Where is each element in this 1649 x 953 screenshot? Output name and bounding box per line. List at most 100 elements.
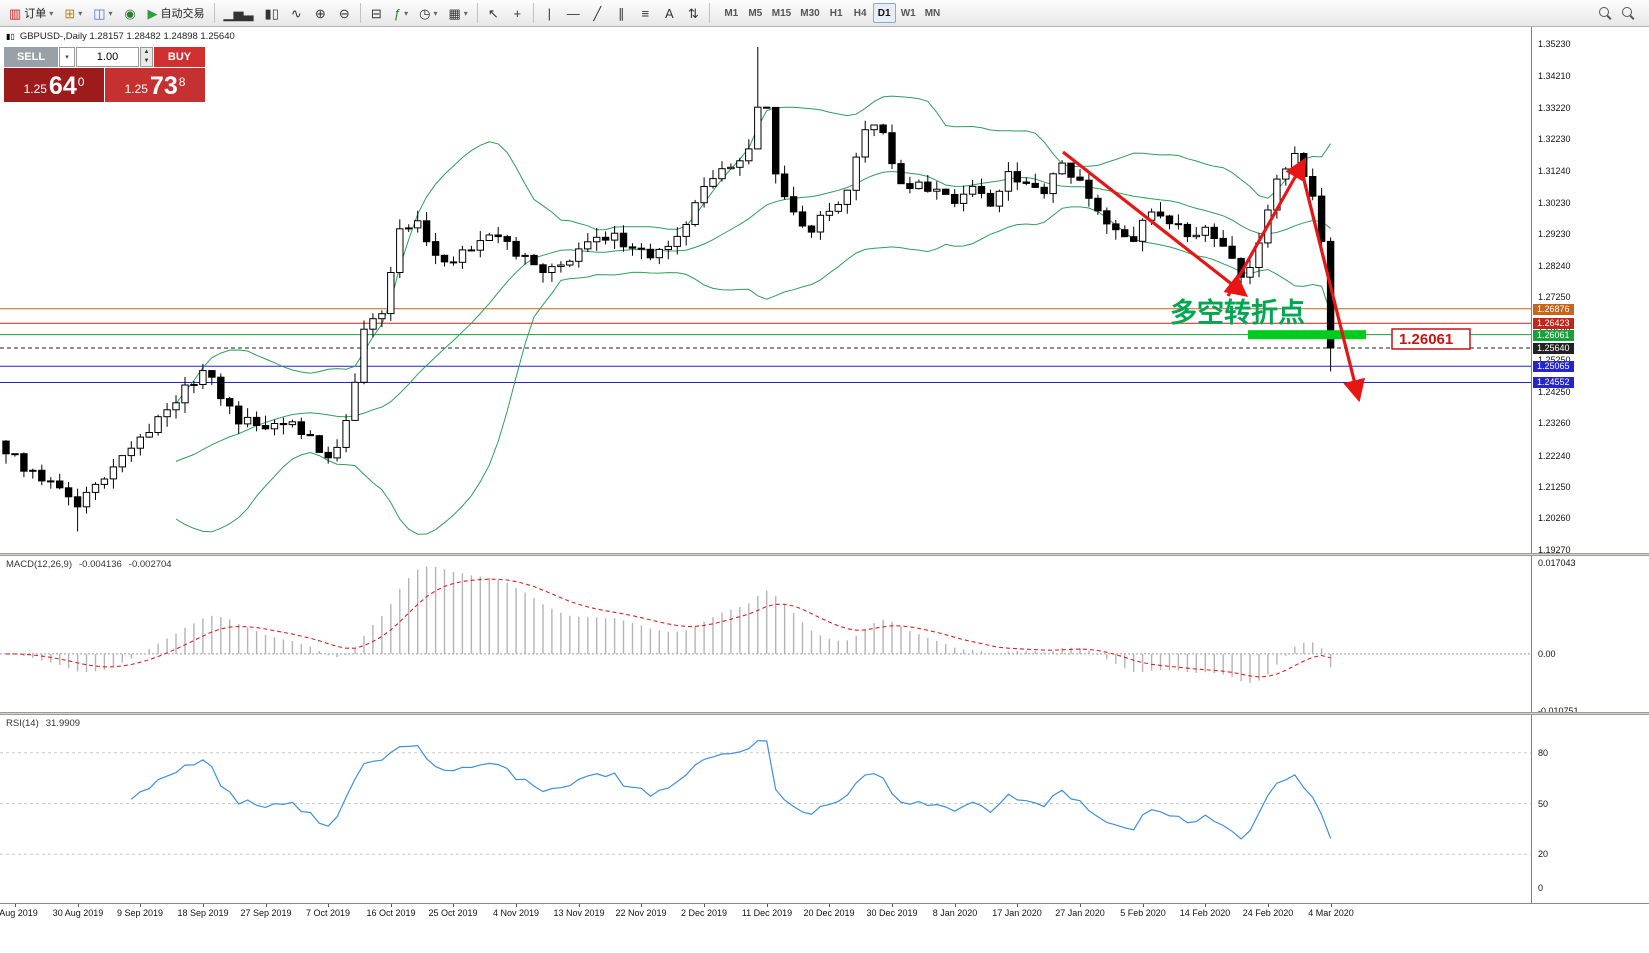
spin-up-icon: ▲	[143, 49, 150, 55]
date-axis[interactable]: 1 Aug 2019 30 Aug 2019 9 Sep 2019 18 Sep 20…	[0, 903, 1649, 921]
zoom-out-button[interactable]: ⊖	[333, 2, 356, 24]
crosshair-button[interactable]: +	[506, 2, 529, 24]
macd-signal-line	[6, 578, 1331, 678]
trend-arrow[interactable]	[1062, 150, 1249, 297]
date-axis-tick	[641, 904, 642, 907]
buy-button[interactable]: BUY	[154, 47, 205, 67]
horizontal-line-button[interactable]: —	[562, 2, 585, 24]
price-axis-tick: 1.30230	[1538, 198, 1571, 208]
crosshair-icon: +	[513, 5, 522, 21]
buy-price-big: 73	[149, 72, 178, 100]
sell-price-button[interactable]: 1.25 64 0	[4, 68, 104, 102]
volume-stepper[interactable]: ▲ ▼	[140, 47, 153, 67]
timeframe-m5-button[interactable]: M5	[748, 7, 763, 19]
indicators-button[interactable]: ƒ ▾	[389, 2, 413, 24]
quick-search-icon[interactable]	[1622, 6, 1635, 20]
rsi-panel[interactable]	[0, 715, 1531, 903]
timeframe-w1-button[interactable]: W1	[900, 7, 916, 19]
buy-price-button[interactable]: 1.25 73 8	[105, 68, 205, 102]
bollinger-upper-band	[175, 95, 1332, 404]
market-watch-button[interactable]: ◉	[119, 2, 142, 24]
trend-arrow[interactable]	[1226, 157, 1307, 297]
cursor-button[interactable]: ↖	[482, 2, 505, 24]
price-axis-tick: 1.28240	[1538, 261, 1571, 271]
price-axis[interactable]: 1.35230 1.34210 1.33220 1.32230 1.31240 1.302…	[1531, 27, 1649, 921]
period-button[interactable]: ◷ ▾	[414, 2, 442, 24]
turning-point-annotation[interactable]: 多空转折点	[1170, 297, 1305, 328]
horizontal-line-icon: —	[566, 5, 580, 21]
chevron-down-icon: ▾	[65, 54, 69, 61]
bar-chart-button[interactable]: ▁▅▃	[219, 2, 259, 24]
macd-panel[interactable]	[0, 556, 1531, 712]
line-chart-button[interactable]: ∿	[285, 2, 308, 24]
date-axis-tick	[1017, 904, 1018, 907]
price-axis-tick: 1.22240	[1538, 451, 1571, 461]
date-axis-tick	[453, 904, 454, 907]
date-label: 5 Feb 2020	[1120, 908, 1166, 918]
date-axis-tick	[140, 904, 141, 907]
toolbar-separator	[708, 3, 710, 23]
date-label: 24 Feb 2020	[1242, 908, 1294, 918]
order-type-dropdown[interactable]: ▾	[59, 47, 75, 67]
volume-input[interactable]	[76, 47, 139, 67]
new-chart-button[interactable]: ⊞ ▾	[59, 2, 87, 24]
price-highlight-bar[interactable]	[1248, 330, 1366, 340]
templates-button[interactable]: ▦ ▾	[443, 2, 472, 24]
main-chart[interactable]: 多空转折点 1.26061	[0, 27, 1531, 553]
toolbar-right	[1599, 6, 1645, 20]
zoom-out-icon: ⊖	[338, 5, 350, 21]
vertical-line-button[interactable]: |	[538, 2, 561, 24]
trendline-icon: ╱	[593, 5, 602, 21]
timeframe-m1-button[interactable]: M1	[724, 7, 739, 19]
date-axis-tick	[328, 904, 329, 907]
bollinger-lower-band	[175, 206, 1332, 535]
profiles-button[interactable]: ◫ ▾	[88, 2, 117, 24]
date-axis-tick	[203, 904, 204, 907]
panel-divider[interactable]	[0, 712, 1649, 715]
zoom-in-button[interactable]: ⊕	[309, 2, 332, 24]
price-callout-text: 1.26061	[1399, 331, 1453, 348]
channel-button[interactable]: ∥	[610, 2, 633, 24]
macd-axis-tick: -0.010751	[1538, 706, 1579, 716]
toolbar-separator	[532, 3, 534, 23]
main-toolbar: ▥ 订单 ▾ ⊞ ▾ ◫ ▾ ◉ ▶ 自动交易 ▁▅▃ ▮▯ ∿ ⊕ ⊖ ⊟ ƒ ▾ ◷ ▾ ▦ ▾ ↖ + | — ╱ ∥ ≡ A ⇅ M…	[0, 0, 1649, 27]
rsi-axis-tick: 50	[1538, 799, 1549, 809]
date-axis-tick	[767, 904, 768, 907]
timeframe-m30-button[interactable]: M30	[800, 7, 820, 19]
autotrading-button[interactable]: ▶ 自动交易	[143, 2, 210, 24]
date-label: 16 Oct 2019	[366, 908, 416, 918]
tile-windows-button[interactable]: ⊟	[365, 2, 388, 24]
trade-controls-row: SELL ▾ ▲ ▼ BUY	[4, 47, 205, 67]
price-tag: 1.26423	[1533, 318, 1574, 329]
fibonacci-button[interactable]: ≡	[634, 2, 657, 24]
price-axis-tick: 1.32230	[1538, 134, 1571, 144]
date-label: 30 Aug 2019	[52, 908, 104, 918]
text-button[interactable]: A	[658, 2, 681, 24]
trend-arrow[interactable]	[1299, 167, 1365, 403]
candlesticks	[2, 47, 1335, 532]
timeframe-m15-button[interactable]: M15	[771, 7, 792, 19]
trendline-button[interactable]: ╱	[586, 2, 609, 24]
candlestick-chart-button[interactable]: ▮▯	[260, 2, 284, 24]
date-axis-tick	[1205, 904, 1206, 907]
sell-button[interactable]: SELL	[4, 47, 58, 67]
timeframe-h4-button[interactable]: H4	[853, 7, 867, 19]
search-icon[interactable]	[1599, 6, 1612, 20]
arrows-button[interactable]: ⇅	[682, 2, 705, 24]
templates-icon: ▦	[448, 5, 461, 21]
macd-value: -0.004136	[79, 559, 122, 570]
timeframe-mn-button[interactable]: MN	[924, 7, 941, 19]
sell-price-sup: 0	[77, 75, 85, 89]
price-axis-tick: 1.34210	[1538, 71, 1571, 81]
new-order-button[interactable]: ▥ 订单 ▾	[4, 2, 58, 24]
indicators-icon: ƒ	[393, 5, 402, 21]
fibonacci-icon: ≡	[641, 5, 650, 21]
timeframe-h1-button[interactable]: H1	[829, 7, 843, 19]
arrows-icon: ⇅	[687, 5, 699, 21]
date-axis-tick	[892, 904, 893, 907]
price-callout-box[interactable]	[1391, 328, 1471, 350]
timeframe-d1-button[interactable]: D1	[872, 3, 896, 23]
market-watch-icon: ◉	[124, 5, 136, 21]
panel-divider[interactable]	[0, 553, 1649, 556]
